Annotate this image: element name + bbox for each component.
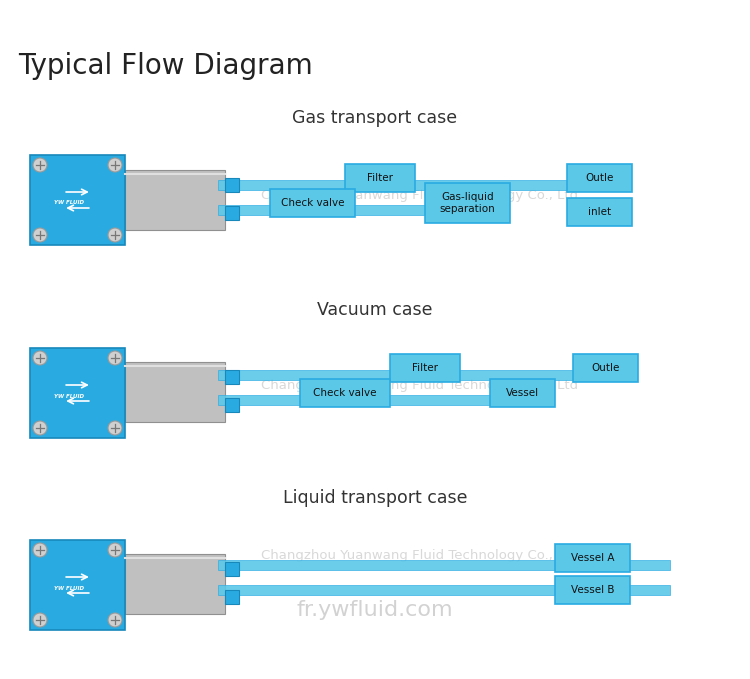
Circle shape bbox=[33, 543, 47, 557]
Circle shape bbox=[33, 421, 47, 435]
Circle shape bbox=[108, 228, 122, 242]
Circle shape bbox=[108, 351, 122, 365]
FancyBboxPatch shape bbox=[270, 189, 355, 217]
Text: Changzhou Yuanwang Fluid Technology Co., Ltd: Changzhou Yuanwang Fluid Technology Co.,… bbox=[262, 378, 578, 392]
FancyBboxPatch shape bbox=[225, 398, 239, 412]
Text: Vessel B: Vessel B bbox=[571, 585, 614, 595]
FancyBboxPatch shape bbox=[218, 560, 670, 570]
FancyBboxPatch shape bbox=[218, 180, 620, 190]
FancyBboxPatch shape bbox=[125, 554, 225, 614]
Text: Changzhou Yuanwang Fluid Technology Co., Ltd: Changzhou Yuanwang Fluid Technology Co.,… bbox=[262, 549, 578, 562]
FancyBboxPatch shape bbox=[218, 205, 500, 215]
FancyBboxPatch shape bbox=[567, 198, 632, 226]
Text: Vessel A: Vessel A bbox=[571, 553, 614, 563]
Circle shape bbox=[108, 543, 122, 557]
Text: inlet: inlet bbox=[588, 207, 611, 217]
Circle shape bbox=[33, 613, 47, 627]
Text: YW FLUID: YW FLUID bbox=[54, 394, 84, 399]
FancyBboxPatch shape bbox=[218, 370, 620, 380]
FancyBboxPatch shape bbox=[225, 178, 239, 192]
Circle shape bbox=[108, 421, 122, 435]
FancyBboxPatch shape bbox=[567, 164, 632, 192]
FancyBboxPatch shape bbox=[30, 348, 125, 438]
Text: Filter: Filter bbox=[367, 173, 393, 183]
Text: Vacuum case: Vacuum case bbox=[317, 301, 433, 319]
Text: Gas transport case: Gas transport case bbox=[292, 109, 458, 127]
FancyBboxPatch shape bbox=[573, 354, 638, 382]
Circle shape bbox=[33, 351, 47, 365]
FancyBboxPatch shape bbox=[390, 354, 460, 382]
Text: Changzhou Yuanwang Fluid Technology Co., Ltd: Changzhou Yuanwang Fluid Technology Co.,… bbox=[262, 189, 578, 202]
Text: Check valve: Check valve bbox=[280, 198, 344, 208]
Text: fr.ywfluid.com: fr.ywfluid.com bbox=[297, 600, 453, 620]
FancyBboxPatch shape bbox=[125, 362, 225, 422]
FancyBboxPatch shape bbox=[218, 585, 670, 595]
FancyBboxPatch shape bbox=[30, 155, 125, 245]
Text: YW FLUID: YW FLUID bbox=[54, 200, 84, 206]
FancyBboxPatch shape bbox=[225, 206, 239, 220]
Circle shape bbox=[33, 158, 47, 172]
FancyBboxPatch shape bbox=[218, 395, 545, 405]
Text: Typical Flow Diagram: Typical Flow Diagram bbox=[18, 52, 313, 80]
FancyBboxPatch shape bbox=[225, 562, 239, 576]
Text: YW FLUID: YW FLUID bbox=[54, 585, 84, 591]
FancyBboxPatch shape bbox=[225, 590, 239, 604]
FancyBboxPatch shape bbox=[125, 170, 225, 230]
FancyBboxPatch shape bbox=[425, 183, 510, 223]
FancyBboxPatch shape bbox=[225, 370, 239, 384]
Text: Liquid transport case: Liquid transport case bbox=[283, 489, 467, 507]
FancyBboxPatch shape bbox=[345, 164, 415, 192]
Text: Gas-liquid
separation: Gas-liquid separation bbox=[440, 191, 495, 214]
Circle shape bbox=[33, 228, 47, 242]
Circle shape bbox=[108, 158, 122, 172]
Text: Filter: Filter bbox=[412, 363, 438, 373]
FancyBboxPatch shape bbox=[555, 544, 630, 572]
Text: Check valve: Check valve bbox=[314, 388, 376, 398]
FancyBboxPatch shape bbox=[300, 379, 390, 407]
Text: Vessel: Vessel bbox=[506, 388, 539, 398]
Text: Outle: Outle bbox=[585, 173, 614, 183]
Text: Outle: Outle bbox=[591, 363, 620, 373]
Circle shape bbox=[108, 613, 122, 627]
FancyBboxPatch shape bbox=[490, 379, 555, 407]
FancyBboxPatch shape bbox=[555, 576, 630, 604]
FancyBboxPatch shape bbox=[30, 540, 125, 630]
